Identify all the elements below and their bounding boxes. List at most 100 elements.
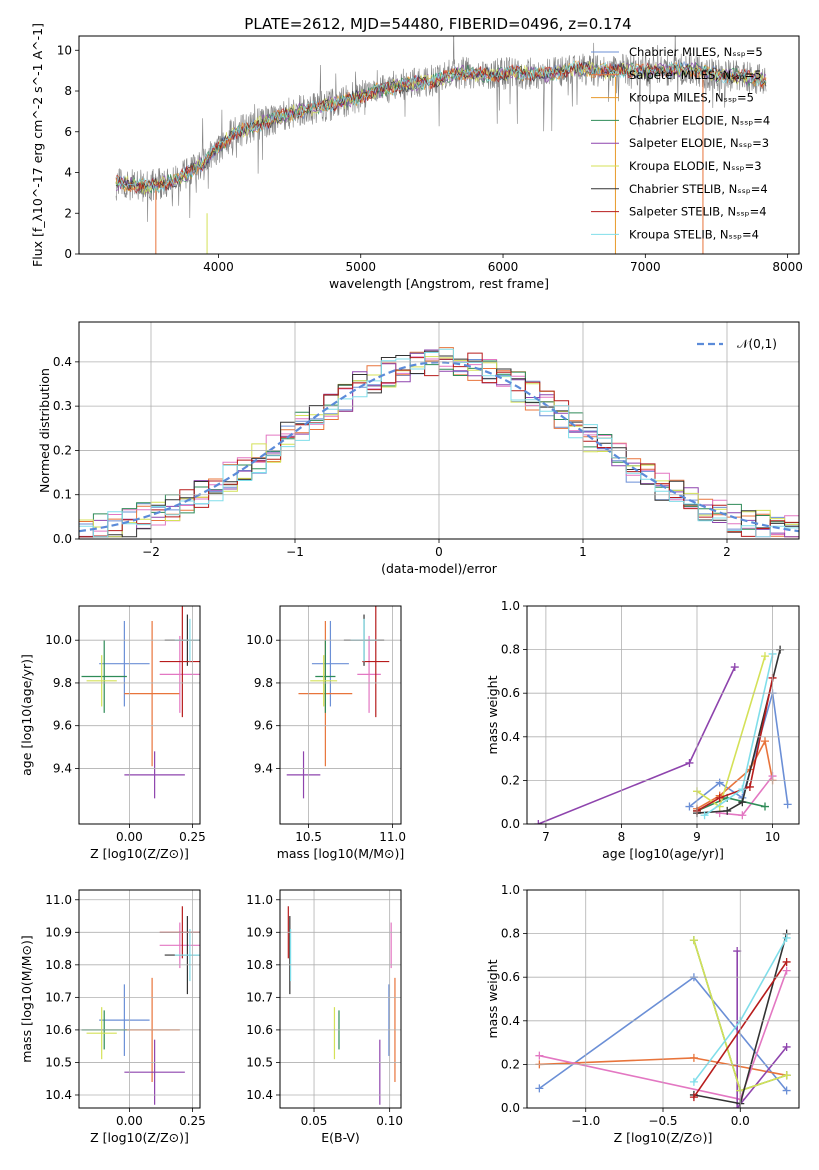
y-tick-label: 0.8 [501, 643, 520, 657]
y-tick-label: 0 [64, 247, 72, 261]
y-tick-label: 9.8 [254, 676, 273, 690]
x-tick-label: 8000 [772, 260, 803, 274]
weight-line [736, 951, 788, 1108]
y-tick-label: 0.4 [53, 355, 72, 369]
model-fit-line [115, 61, 767, 195]
y-tick-label: 0.1 [53, 488, 72, 502]
x-tick-label: 8 [618, 830, 626, 844]
legend-label: Chabrier MILES, Nₛₛₚ=5 [629, 45, 763, 59]
y-tick-label: 10.4 [246, 1088, 273, 1102]
weight-marker [761, 737, 769, 746]
y-tick-label: 10.6 [246, 1023, 273, 1037]
x-tick-label: 4000 [203, 260, 234, 274]
chart-spectrum: 4000 5000 6000 7000 8000 0 2 4 6 8 10 wavelength [A… [30, 23, 803, 291]
plot-area [81, 906, 200, 1105]
chart-mass-vs-ebv: 0.05 0.10 10.4 10.5 10.6 10.7 10.8 10.9 11.0 E(B-… [246, 889, 403, 1145]
weight-marker [733, 1104, 742, 1108]
x-tick-label: 5000 [345, 260, 376, 274]
weight-marker [685, 758, 694, 767]
x-axis-label: Z [log10(Z/Z⊙)] [90, 1130, 189, 1145]
y-tick-label: 0.0 [501, 817, 520, 831]
y-tick-label: 10.0 [45, 633, 72, 647]
y-tick-label: 2 [64, 206, 72, 220]
y-tick-label: 10.5 [45, 1055, 72, 1069]
x-axis-label: Z [log10(Z/Z⊙)] [90, 846, 189, 861]
x-tick-label: 0 [435, 545, 443, 559]
x-tick-label: 9 [693, 830, 701, 844]
legend-label: Salpeter STELIB, Nₛₛₚ=4 [629, 205, 767, 219]
y-tick-label: 0.2 [501, 773, 520, 787]
y-tick-label: 10.4 [45, 1088, 72, 1102]
y-tick-label: 9.4 [53, 761, 72, 775]
x-axis-label: E(B-V) [321, 1130, 360, 1145]
chart-mass-weight-vs-Z: −1.0 −0.5 0.0 0.0 0.2 0.4 0.6 0.8 1.0 Z [log10(Z/… [485, 883, 800, 1145]
y-tick-label: 10.6 [45, 1023, 72, 1037]
y-tick-label: 10.7 [246, 990, 273, 1004]
weight-marker [745, 782, 754, 791]
x-axis-label: age [log10(age/yr)] [602, 846, 724, 861]
y-tick-label: 10.9 [246, 925, 273, 939]
y-tick-label: 4 [64, 166, 72, 180]
y-tick-label: 10.5 [246, 1055, 273, 1069]
x-tick-label: 7000 [630, 260, 661, 274]
y-tick-label: 0.0 [53, 532, 72, 546]
weight-marker [761, 802, 769, 811]
y-tick-label: 0.2 [53, 443, 72, 457]
weight-marker [534, 820, 543, 824]
weight-line [696, 649, 781, 814]
weight-marker [689, 936, 698, 945]
axes-frame [526, 889, 800, 1109]
weight-line [538, 666, 736, 824]
y-tick-label: 6 [64, 125, 72, 139]
x-tick-label: 1 [579, 545, 587, 559]
y-tick-label: 0.4 [501, 1014, 520, 1028]
y-tick-label: 9.6 [53, 719, 72, 733]
axes-frame [78, 605, 201, 825]
weight-line [696, 677, 774, 812]
y-tick-label: 9.6 [254, 719, 273, 733]
y-tick-label: 10.0 [246, 633, 273, 647]
y-tick-label: 10.9 [45, 925, 72, 939]
weight-marker [733, 947, 742, 956]
plot-area [115, 36, 767, 254]
y-axis-label: mass [log10(M/M⊙)] [19, 935, 34, 1063]
weight-marker [761, 652, 769, 661]
weight-marker [723, 806, 732, 815]
plot-area [286, 606, 390, 799]
axes-frame [78, 889, 201, 1109]
legend-label: Kroupa MILES, Nₛₛₚ=5 [629, 91, 754, 105]
axes-frame [78, 35, 800, 255]
axes-frame [526, 605, 800, 825]
weight-marker [738, 785, 747, 794]
y-tick-label: 0.6 [501, 970, 520, 984]
weight-marker [738, 811, 747, 820]
chart-age-vs-mass: 10.5 11.0 9.4 9.6 9.8 10.0 mass [log10(M/M⊙)] [246, 605, 406, 861]
x-tick-label: 2 [723, 545, 731, 559]
x-tick-label: 7 [542, 830, 550, 844]
weight-marker [535, 1051, 544, 1060]
x-tick-label: −0.5 [648, 1114, 677, 1128]
weight-marker [730, 663, 739, 672]
y-tick-label: 10.8 [45, 958, 72, 972]
x-axis-label: wavelength [Angstrom, rest frame] [329, 276, 549, 291]
y-tick-label: 10 [57, 43, 72, 57]
x-tick-label: 10 [765, 830, 780, 844]
plot-area [81, 606, 200, 799]
weight-line [704, 653, 774, 816]
legend-label: 𝒩(0,1) [737, 337, 777, 351]
y-axis-label: age [log10(age/yr)] [19, 654, 34, 776]
x-axis-label: mass [log10(M/M⊙)] [277, 846, 405, 861]
x-tick-label: 0.00 [116, 830, 143, 844]
x-tick-label: 0.00 [116, 1114, 143, 1128]
y-tick-label: 0.3 [53, 399, 72, 413]
x-tick-label: 0.25 [179, 830, 206, 844]
legend-label: Kroupa STELIB, Nₛₛₚ=4 [629, 227, 759, 241]
y-tick-label: 10.8 [246, 958, 273, 972]
weight-marker [782, 933, 791, 942]
axes-frame [279, 889, 402, 1109]
weight-marker [535, 1084, 544, 1093]
y-tick-label: 1.0 [501, 883, 520, 897]
weight-marker [738, 798, 747, 807]
x-tick-label: 6000 [488, 260, 519, 274]
